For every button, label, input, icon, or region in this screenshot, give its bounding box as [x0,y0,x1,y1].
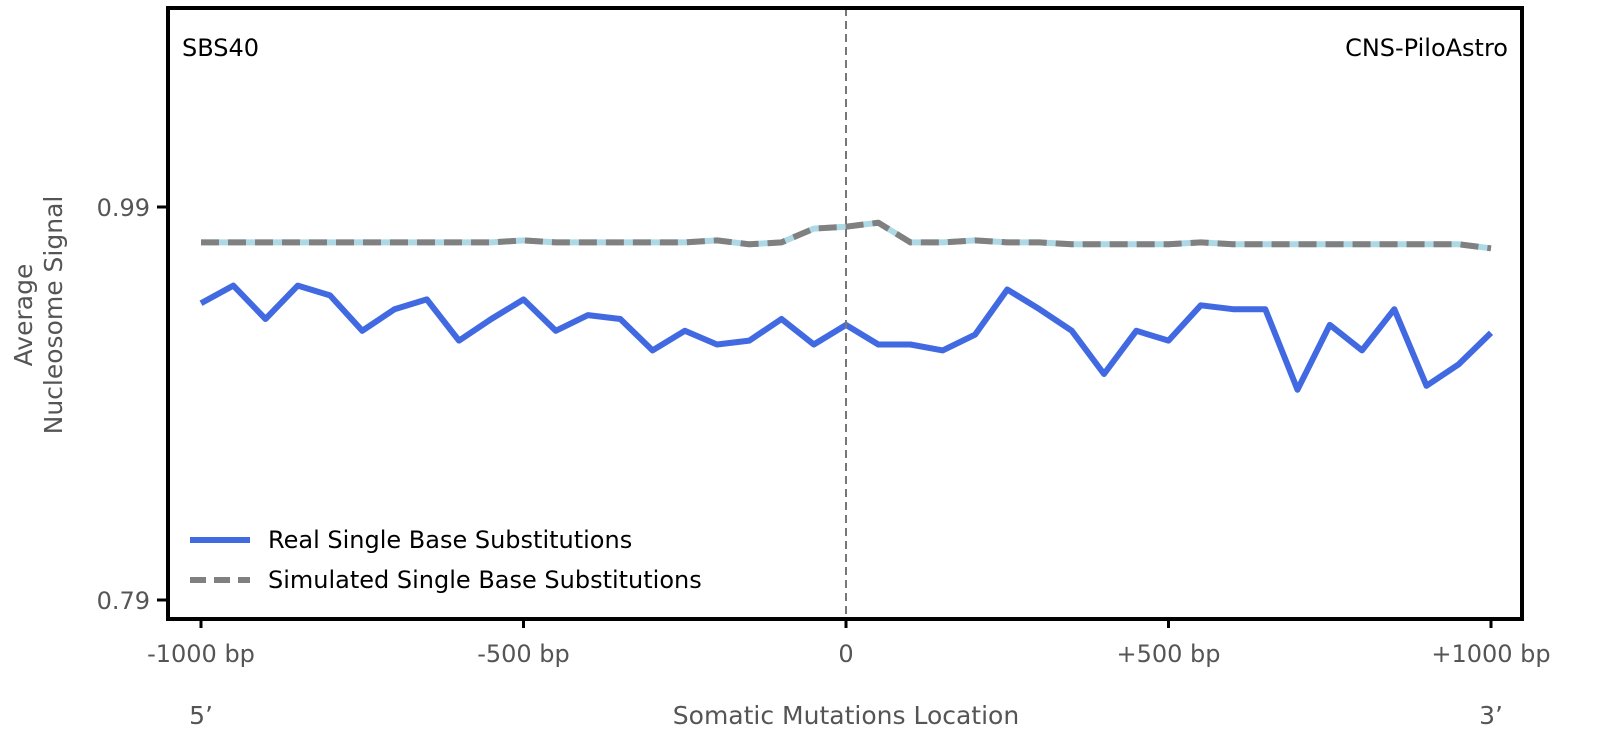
five-prime-label: 5’ [189,701,213,730]
x-tick-label: -1000 bp [147,640,255,668]
y-axis-label-line1: Average [9,264,38,367]
x-tick-label: +500 bp [1116,640,1220,668]
x-tick-label: +1000 bp [1431,640,1550,668]
title-right: CNS-PiloAstro [1345,34,1508,62]
title-left: SBS40 [182,34,259,62]
legend-label-simulated: Simulated Single Base Substitutions [268,566,702,594]
three-prime-label: 3’ [1479,701,1503,730]
legend: Real Single Base Substitutions Simulated… [190,526,702,594]
x-tick-label: -500 bp [477,640,570,668]
y-tick-label: 0.79 [97,587,150,615]
y-tick-label: 0.99 [97,194,150,222]
y-axis-label-line2: Nucleosome Signal [39,196,68,435]
x-tick-label: 0 [838,640,853,668]
series-line-simulated [201,219,1492,252]
x-axis-label: Somatic Mutations Location [673,701,1019,730]
legend-label-real: Real Single Base Substitutions [268,526,632,554]
